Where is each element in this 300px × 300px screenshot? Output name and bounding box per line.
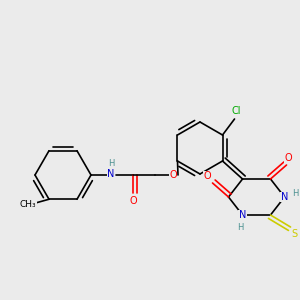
Text: N: N: [107, 169, 115, 179]
Text: H: H: [108, 158, 114, 167]
Text: H: H: [292, 188, 299, 197]
Text: O: O: [129, 196, 137, 206]
Text: N: N: [239, 210, 246, 220]
Text: H: H: [237, 223, 244, 232]
Text: N: N: [281, 192, 288, 202]
Text: S: S: [292, 229, 298, 239]
Text: O: O: [285, 153, 292, 163]
Text: Cl: Cl: [232, 106, 241, 116]
Text: O: O: [204, 171, 211, 181]
Text: CH₃: CH₃: [20, 200, 36, 209]
Text: O: O: [169, 170, 177, 180]
